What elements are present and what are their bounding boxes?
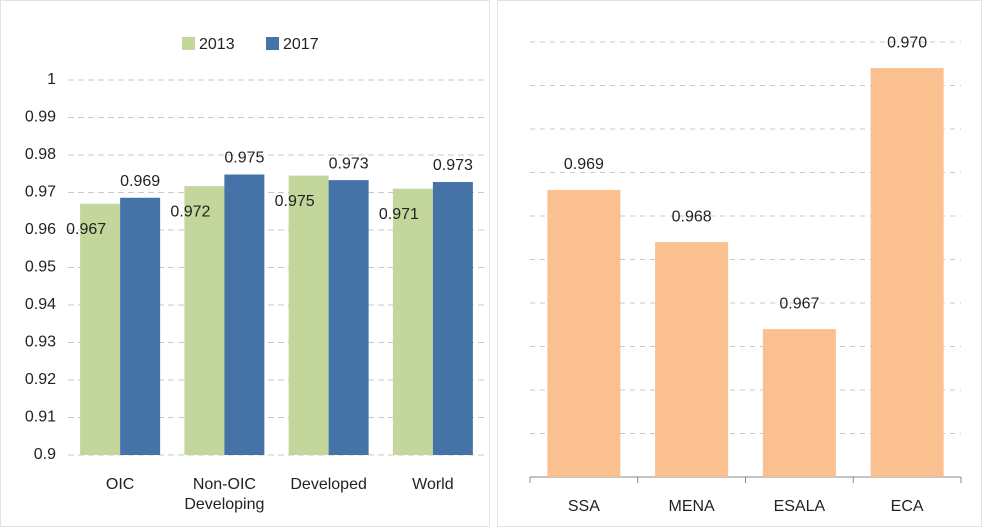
data-label: 0.971 — [379, 206, 419, 223]
legend-swatch — [182, 37, 195, 50]
bar — [120, 197, 161, 455]
bar — [328, 180, 369, 455]
x-tick-label: ECA — [891, 498, 924, 515]
bar — [288, 175, 329, 455]
data-label: 0.972 — [170, 203, 210, 220]
y-tick-label: 0.9 — [34, 446, 56, 463]
y-tick-label: 1 — [47, 71, 56, 88]
data-label: 0.973 — [433, 157, 473, 174]
bar — [392, 188, 433, 455]
data-label: 0.973 — [329, 155, 369, 172]
y-tick-label: 0.92 — [25, 371, 56, 388]
x-tick-label: ESALA — [774, 498, 826, 515]
y-tick-label: 0.94 — [25, 296, 56, 313]
data-label: 0.968 — [672, 208, 712, 225]
data-label: 0.967 — [66, 221, 106, 238]
x-tick-label: MENA — [669, 498, 716, 515]
legend-swatch — [266, 37, 279, 50]
data-label: 0.975 — [224, 150, 264, 167]
y-tick-label: 0.91 — [25, 409, 56, 426]
bar — [762, 329, 836, 477]
y-tick-label: 0.95 — [25, 259, 56, 276]
x-tick-label: OIC — [106, 476, 134, 493]
bar — [870, 68, 944, 477]
y-tick-label: 0.93 — [25, 334, 56, 351]
x-tick-label: Non-OIC Developing — [184, 476, 264, 513]
x-tick-label: Developed — [290, 476, 367, 493]
bar — [655, 242, 729, 477]
bar — [224, 174, 265, 455]
data-label: 0.975 — [275, 193, 315, 210]
data-label: 0.967 — [779, 295, 819, 312]
bar — [547, 189, 621, 477]
legend-label: 2013 — [199, 36, 235, 53]
legend-label: 2017 — [283, 36, 319, 53]
x-tick-label: World — [412, 476, 454, 493]
y-tick-label: 0.99 — [25, 109, 56, 126]
y-tick-label: 0.97 — [25, 184, 56, 201]
data-label: 0.969 — [564, 156, 604, 173]
data-label: 0.969 — [120, 173, 160, 190]
bar — [432, 182, 473, 455]
x-tick-label: SSA — [568, 498, 600, 515]
y-tick-label: 0.96 — [25, 221, 56, 238]
data-label: 0.970 — [887, 34, 927, 51]
bar — [184, 186, 225, 455]
bar — [80, 203, 121, 455]
y-tick-label: 0.98 — [25, 146, 56, 163]
